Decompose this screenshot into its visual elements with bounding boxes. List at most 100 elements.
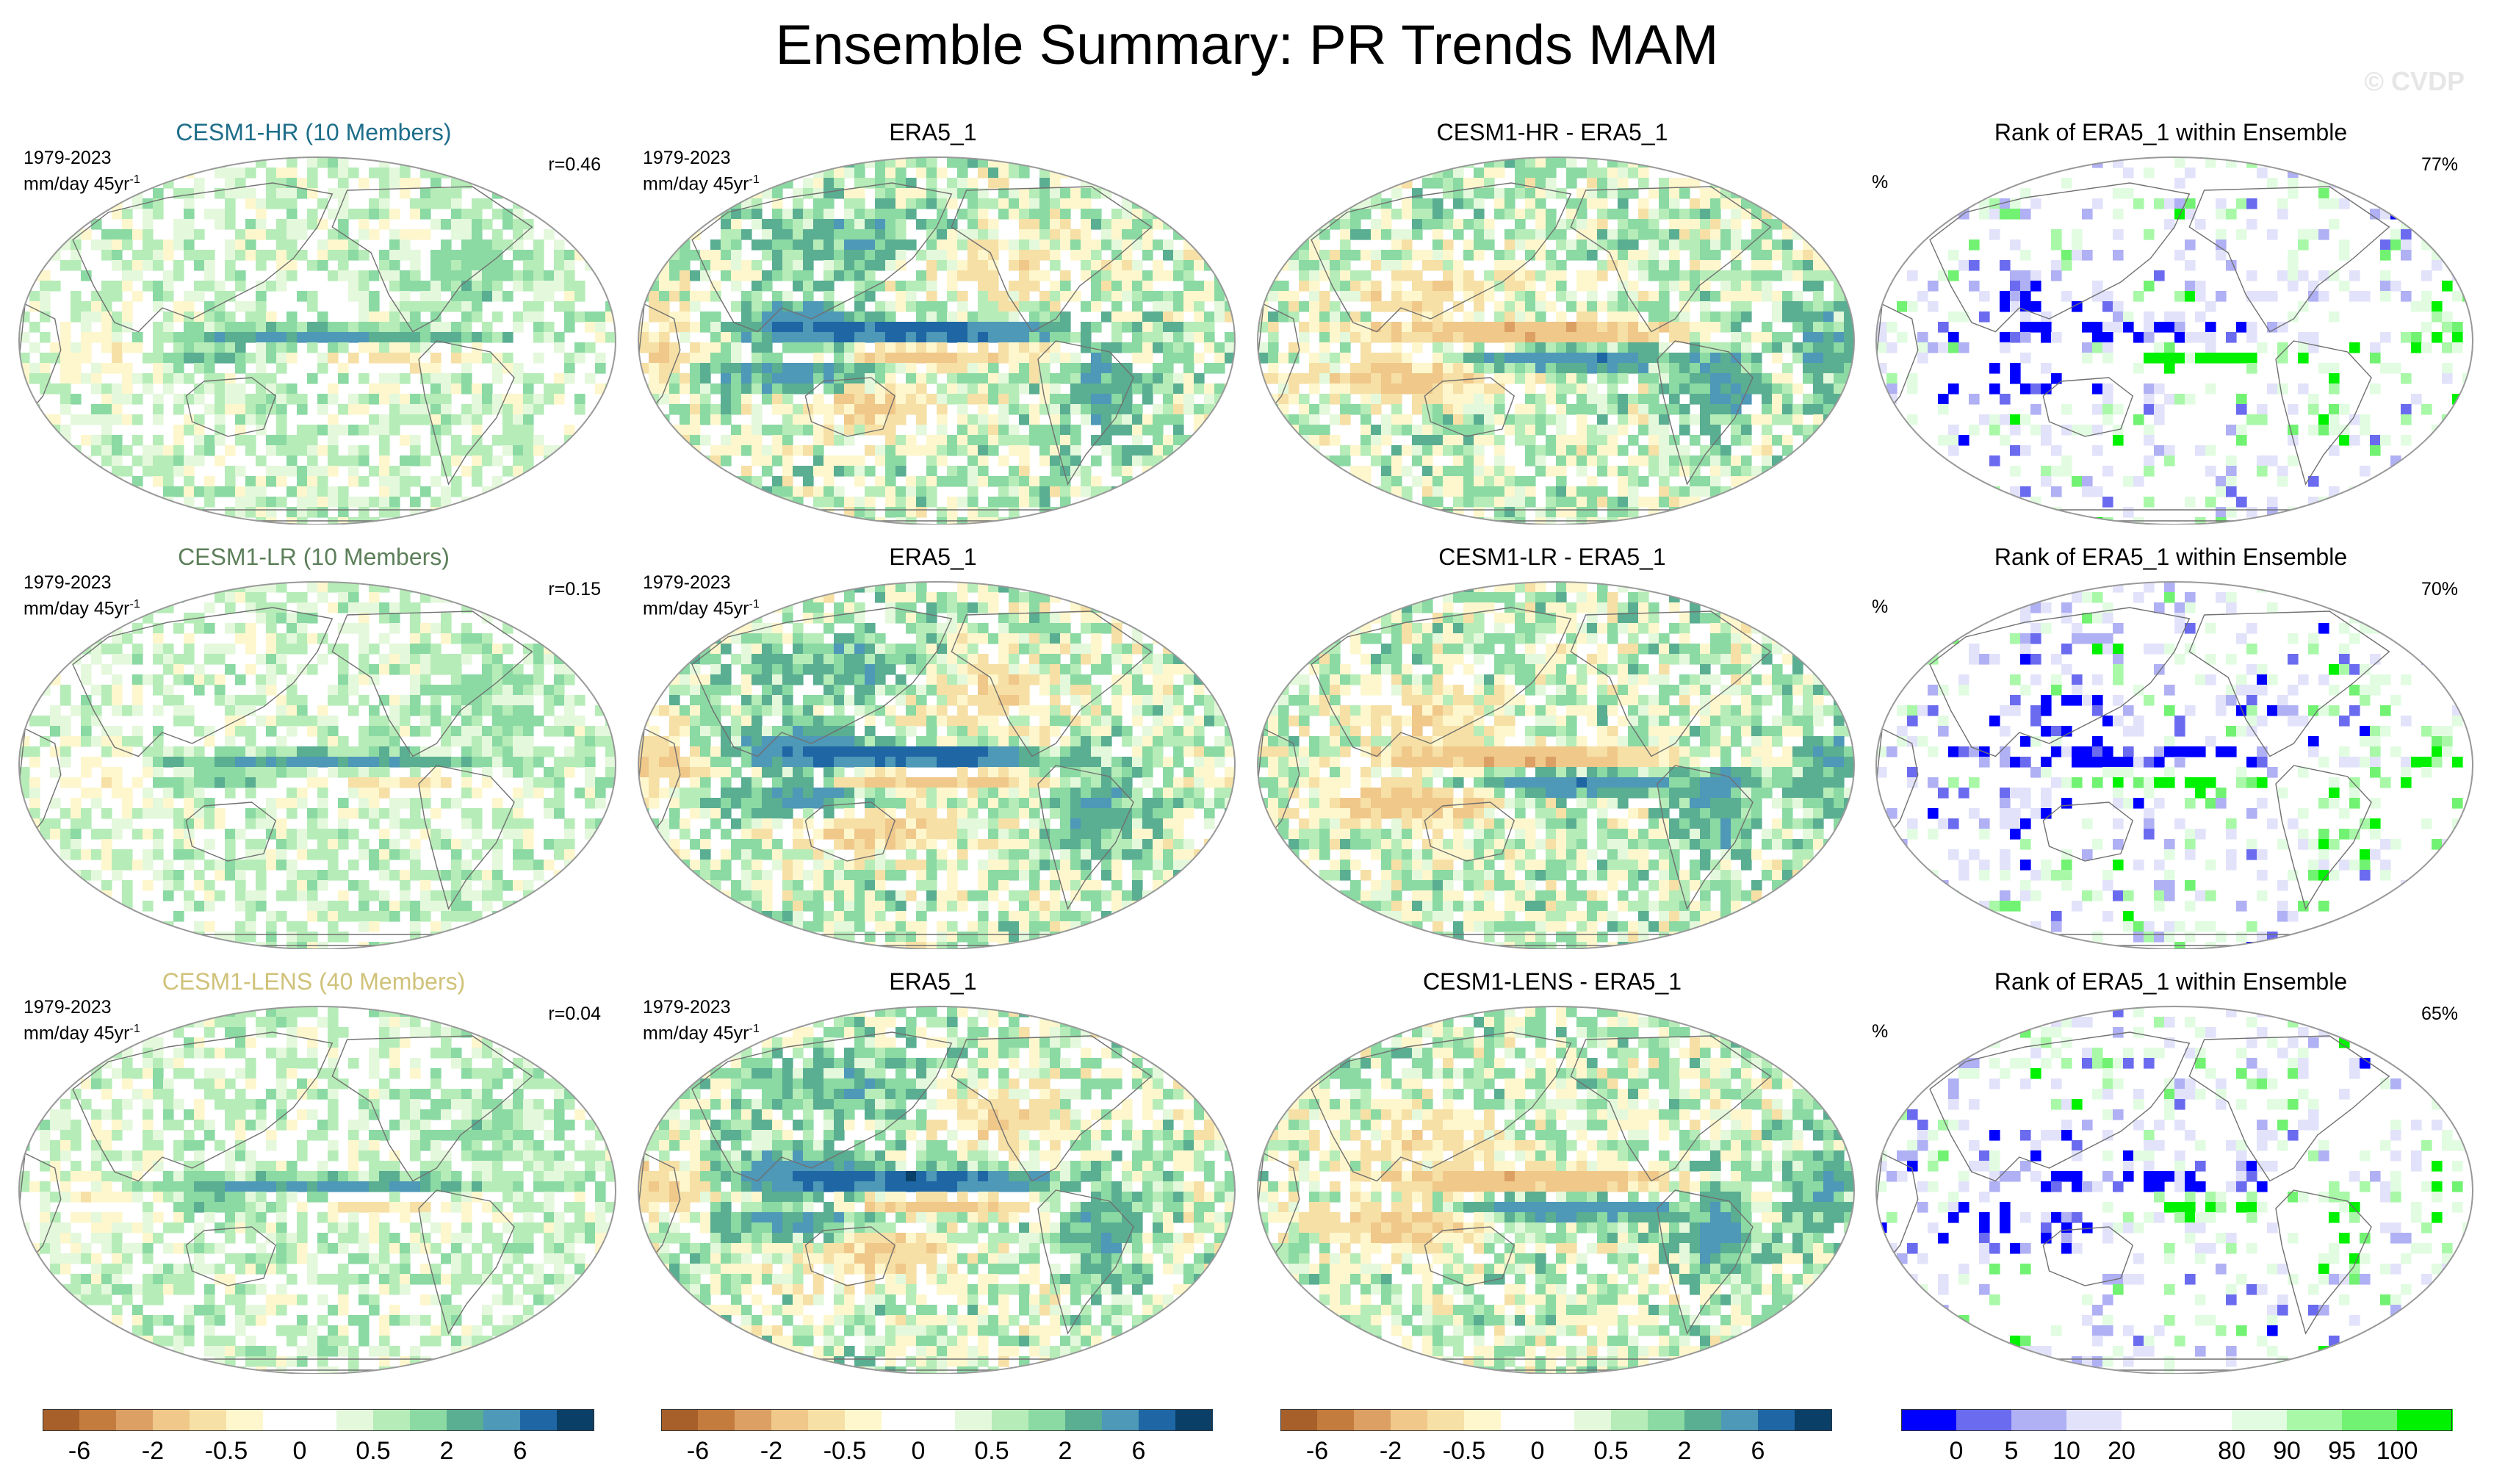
colorbar-swatch (2342, 1409, 2398, 1431)
colorbar-tick-label: -0.5 (1442, 1437, 1486, 1465)
colorbar-swatch (918, 1409, 956, 1431)
colorbar-swatch (1574, 1409, 1612, 1431)
colorbar-swatch (2397, 1409, 2453, 1431)
colorbar-swatch (1758, 1409, 1795, 1431)
map-field (638, 1006, 1235, 1374)
colorbar-swatch (43, 1409, 80, 1431)
map-rank (1875, 1006, 2473, 1374)
map-border (1875, 581, 2473, 949)
colorbar-swatch (1501, 1409, 1538, 1431)
units-label: mm/day 45yr-1 (643, 169, 760, 195)
colorbar-tick-label: 90 (2273, 1437, 2301, 1465)
colorbar-frame (43, 1409, 594, 1431)
map-rank (1875, 581, 2473, 949)
map-border (1257, 156, 1855, 525)
units-exponent: -1 (129, 598, 140, 610)
panel-title: CESM1-LR (10 Members) (178, 544, 450, 570)
units-exponent: -1 (129, 173, 140, 186)
colorbar-tick-label: 0.5 (356, 1437, 391, 1465)
colorbar-tick-label: 80 (2218, 1437, 2246, 1465)
map-field (638, 157, 1235, 525)
panel-title: CESM1-LENS - ERA5_1 (1422, 968, 1682, 995)
colorbar-swatch (79, 1409, 117, 1431)
panel-diff-row2: CESM1-LR - ERA5_1 (1247, 542, 1857, 954)
map-border (638, 581, 1236, 949)
colorbar-swatch (557, 1409, 594, 1431)
rank-percent: 77% (2421, 154, 2458, 175)
panel-rank-row3: Rank of ERA5_1 within Ensemble 65%% (1866, 967, 2476, 1378)
colorbar-swatch (1028, 1409, 1066, 1431)
colorbar-swatch (520, 1409, 558, 1431)
panel-obs-row2: ERA5_1 1979-2023 mm/day 45yr-1 (628, 542, 1238, 954)
panel-ensemble-row1: CESM1-HR (10 Members) 1979-2023 mm/day 45y… (9, 118, 619, 529)
units-text: mm/day 45yr (24, 173, 130, 195)
colorbar-swatch (373, 1409, 411, 1431)
units-text: mm/day 45yr (643, 598, 749, 619)
pattern-correlation: r=0.04 (548, 1004, 601, 1024)
colorbar-swatch (955, 1409, 992, 1431)
period-label: 1979-2023 (643, 572, 731, 593)
colorbar-trend-2: -6 -2 -0.5 0 0.5 2 6 (661, 1409, 1213, 1475)
colorbar-tick-label: 0 (1949, 1437, 1964, 1465)
colorbar-swatch (2011, 1409, 2067, 1431)
panel-ensemble-row2: CESM1-LR (10 Members) 1979-2023 mm/day 45y… (9, 542, 619, 954)
colorbar-swatch (226, 1409, 264, 1431)
map-border (638, 1006, 1236, 1374)
colorbar-tick-label: 2 (439, 1437, 454, 1465)
colorbar-swatch (483, 1409, 521, 1431)
map-diff (1257, 1006, 1855, 1374)
colorbar-swatch (1721, 1409, 1759, 1431)
units-text: mm/day 45yr (643, 1023, 749, 1044)
map-ensemble (18, 581, 616, 949)
colorbar-swatch (1427, 1409, 1465, 1431)
colorbar-swatch (808, 1409, 846, 1431)
colorbar-tick-label: -0.5 (204, 1437, 248, 1465)
map-ensemble (18, 156, 616, 525)
panel-diff-row3: CESM1-LENS - ERA5_1 (1247, 967, 1857, 1378)
period-label: 1979-2023 (24, 148, 112, 168)
colorbar-swatch (1317, 1409, 1355, 1431)
colorbar-swatch (1139, 1409, 1176, 1431)
period-label: 1979-2023 (24, 572, 112, 593)
colorbar-tick-label: -2 (141, 1437, 165, 1465)
map-obs (638, 1006, 1236, 1374)
colorbar-tick-label: 0.5 (974, 1437, 1009, 1465)
period-label: 1979-2023 (24, 997, 112, 1017)
colorbar-swatch (1391, 1409, 1428, 1431)
rank-units: % (1872, 172, 1889, 192)
colorbar-swatch (735, 1409, 772, 1431)
rank-units: % (1872, 1021, 1889, 1042)
panel-title: CESM1-LR - ERA5_1 (1438, 544, 1666, 570)
panel-title: CESM1-LENS (40 Members) (162, 968, 466, 995)
colorbar-swatch (845, 1409, 882, 1431)
colorbar-swatch (882, 1409, 919, 1431)
map-border (18, 1006, 616, 1374)
map-field (1876, 157, 2473, 525)
colorbar-swatch (1065, 1409, 1103, 1431)
colorbar-swatch (1175, 1409, 1213, 1431)
colorbar-swatch (1464, 1409, 1502, 1431)
units-text: mm/day 45yr (643, 173, 749, 195)
colorbar-tick-label: -6 (68, 1437, 91, 1465)
colorbar-swatch (263, 1409, 300, 1431)
panel-title: CESM1-HR (10 Members) (176, 119, 452, 145)
units-text: mm/day 45yr (24, 598, 130, 619)
cvdp-watermark: © CVDP (2364, 66, 2465, 96)
map-border (1257, 581, 1855, 949)
colorbar-tick-label: 20 (2108, 1437, 2136, 1465)
map-ensemble (18, 1006, 616, 1374)
panel-rank-row1: Rank of ERA5_1 within Ensemble 77%% (1866, 118, 2476, 529)
colorbar-swatch (1102, 1409, 1139, 1431)
map-border (1257, 1006, 1855, 1374)
colorbar-swatch (1611, 1409, 1648, 1431)
colorbar-frame (1280, 1409, 1831, 1431)
colorbar-swatch (2066, 1409, 2122, 1431)
panel-title: Rank of ERA5_1 within Ensemble (1994, 119, 2348, 145)
colorbar-swatch (771, 1409, 809, 1431)
colorbar-tick-label: 0 (911, 1437, 926, 1465)
colorbar-tick-label: 95 (2328, 1437, 2356, 1465)
colorbar-swatch (190, 1409, 227, 1431)
colorbar-swatch (1901, 1409, 1957, 1431)
panel-obs-row3: ERA5_1 1979-2023 mm/day 45yr-1 (628, 967, 1238, 1378)
colorbar-tick-label: -6 (686, 1437, 710, 1465)
